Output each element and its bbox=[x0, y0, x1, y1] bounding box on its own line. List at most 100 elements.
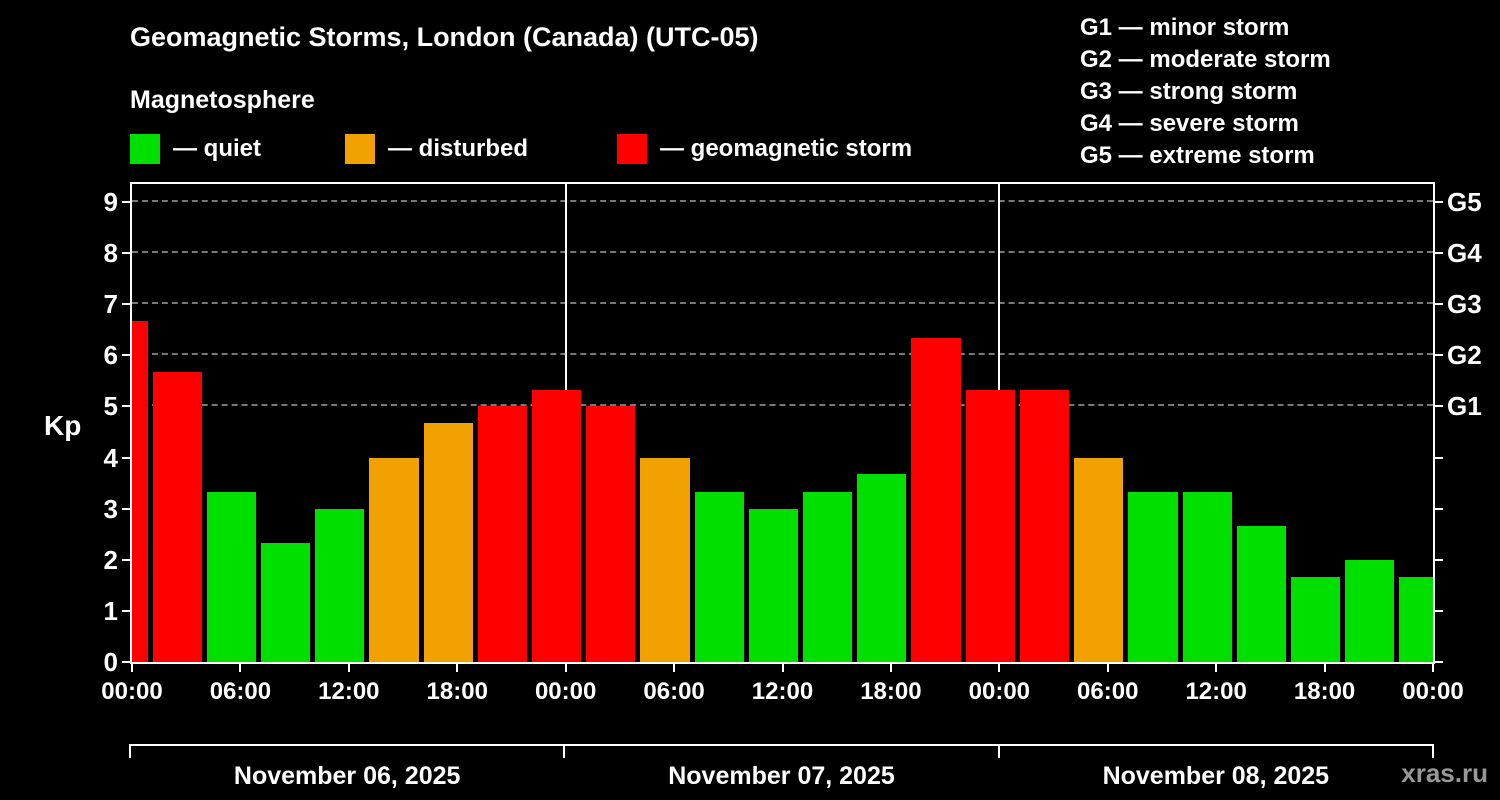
x-axis-tick bbox=[781, 662, 784, 672]
kp-bar bbox=[586, 406, 636, 662]
kp-bar bbox=[1399, 576, 1433, 662]
y-axis-tick bbox=[122, 303, 132, 306]
g1-legend-line: G1 — minor storm bbox=[1080, 14, 1290, 41]
legend-item-storm: — geomagnetic storm bbox=[617, 132, 912, 166]
x-axis-tick-label: 18:00 bbox=[426, 678, 488, 705]
y-axis-tick-label: 9 bbox=[103, 186, 118, 217]
y-axis-tick-label: 7 bbox=[103, 289, 118, 320]
y-axis-tick bbox=[122, 661, 132, 663]
x-axis-tick-label: 00:00 bbox=[1402, 678, 1464, 705]
y-axis-tick-label: 8 bbox=[103, 238, 118, 269]
x-axis-tick bbox=[131, 662, 133, 672]
magnetosphere-label: Magnetosphere bbox=[130, 86, 315, 114]
kp-bar bbox=[369, 457, 419, 662]
x-axis-tick bbox=[347, 662, 350, 672]
g-level-label-g5: G5 bbox=[1447, 186, 1482, 217]
date-axis-tick bbox=[1432, 744, 1434, 758]
x-axis-tick-label: 12:00 bbox=[1185, 678, 1247, 705]
kp-bar bbox=[1074, 457, 1124, 662]
kp-bar bbox=[911, 338, 961, 662]
x-axis-tick bbox=[1323, 662, 1326, 672]
legend-label-storm: — geomagnetic storm bbox=[660, 135, 913, 162]
x-axis-tick-label: 00:00 bbox=[968, 678, 1031, 705]
kp-bar bbox=[1019, 389, 1070, 662]
x-axis-tick bbox=[1432, 662, 1434, 672]
date-axis-tick bbox=[563, 744, 566, 758]
x-axis-tick bbox=[673, 662, 676, 672]
date-axis-tick bbox=[129, 744, 131, 758]
kp-bar bbox=[1290, 576, 1341, 662]
y-axis-tick-label: 6 bbox=[103, 340, 118, 371]
kp-bar bbox=[694, 491, 744, 662]
gridline-kp6 bbox=[132, 353, 1433, 356]
g3-legend-line: G3 — strong storm bbox=[1080, 78, 1298, 105]
x-axis-tick bbox=[998, 662, 1001, 672]
x-axis-tick-label: 18:00 bbox=[860, 678, 922, 705]
y-axis-tick bbox=[122, 405, 132, 408]
g-level-label-g3: G3 bbox=[1447, 289, 1482, 320]
g-level-label-g4: G4 bbox=[1447, 238, 1482, 269]
kp-bar bbox=[423, 423, 473, 662]
y-axis-tick-right bbox=[1433, 456, 1443, 459]
legend-label-quiet: — quiet bbox=[173, 135, 261, 162]
kp-bar bbox=[1345, 559, 1395, 662]
legend-item-disturbed: — disturbed bbox=[345, 132, 528, 166]
gridline-kp7 bbox=[132, 302, 1433, 305]
g-scale-legend: G1 — minor storm G2 — moderate storm G3 … bbox=[1080, 12, 1331, 172]
x-axis-tick-label: 00:00 bbox=[534, 678, 597, 705]
y-axis-tick-right bbox=[1433, 661, 1443, 663]
legend-label-disturbed: — disturbed bbox=[388, 135, 529, 162]
kp-bar bbox=[260, 542, 311, 662]
x-axis-tick bbox=[456, 662, 459, 672]
y-axis-title: Kp bbox=[44, 410, 82, 441]
kp-bar bbox=[1128, 491, 1178, 662]
xras-watermark: xras.ru bbox=[1401, 758, 1488, 788]
date-axis-line bbox=[130, 744, 1433, 746]
x-axis-tick bbox=[239, 662, 242, 672]
kp-bar bbox=[315, 508, 365, 662]
storm-color-swatch bbox=[617, 134, 647, 164]
x-axis-tick-label: 06:00 bbox=[1077, 678, 1139, 705]
kp-bar bbox=[1182, 491, 1232, 662]
kp-bar bbox=[1236, 525, 1286, 662]
gridline-kp5 bbox=[132, 404, 1433, 407]
y-axis-tick-label: 1 bbox=[103, 595, 118, 626]
y-axis-tick-label: 4 bbox=[103, 442, 118, 473]
g2-legend-line: G2 — moderate storm bbox=[1080, 46, 1331, 73]
date-label: November 07, 2025 bbox=[668, 762, 895, 790]
x-axis-tick-label: 06:00 bbox=[643, 678, 705, 705]
y-axis-tick-right bbox=[1433, 303, 1443, 306]
kp-bar bbox=[132, 321, 148, 662]
kp-bar bbox=[748, 508, 799, 662]
disturbed-color-swatch bbox=[345, 134, 375, 164]
x-axis-tick bbox=[889, 662, 892, 672]
y-axis-tick-label: 0 bbox=[103, 647, 118, 677]
y-axis-tick-label: 2 bbox=[103, 544, 118, 575]
date-axis-tick bbox=[997, 744, 1000, 758]
x-axis-tick-label: 18:00 bbox=[1293, 678, 1356, 705]
kp-bar-chart: 0 1 2 3 4 5 6 7 8 9 G1 G2 G3 G4 G5 00:00 06:00 12:00 18:00… bbox=[101, 182, 1482, 705]
x-axis-tick-label: 06:00 bbox=[209, 678, 272, 705]
x-axis-tick bbox=[1215, 662, 1218, 672]
x-axis-tick-label: 12:00 bbox=[751, 678, 814, 705]
y-axis-tick-label: 3 bbox=[103, 493, 118, 524]
y-axis-tick-right bbox=[1433, 200, 1443, 203]
x-axis-tick-label: 12:00 bbox=[318, 678, 380, 705]
y-axis-tick-right bbox=[1433, 609, 1443, 612]
date-label: November 08, 2025 bbox=[1102, 762, 1330, 790]
y-axis-tick bbox=[122, 456, 132, 459]
x-axis-tick bbox=[564, 662, 567, 672]
g-level-label-g1: G1 bbox=[1447, 391, 1482, 422]
legend-item-quiet: — quiet bbox=[130, 132, 261, 166]
y-axis-tick-right bbox=[1433, 405, 1443, 408]
page-title: Geomagnetic Storms, London (Canada) (UTC… bbox=[130, 22, 759, 52]
y-axis-tick-label: 5 bbox=[103, 391, 118, 422]
y-axis-tick bbox=[122, 507, 132, 510]
y-axis-tick bbox=[122, 252, 132, 255]
g4-legend-line: G4 — severe storm bbox=[1080, 110, 1299, 137]
kp-bar bbox=[477, 406, 528, 662]
y-axis-tick bbox=[122, 558, 132, 561]
y-axis-tick-right bbox=[1433, 558, 1443, 561]
quiet-color-swatch bbox=[130, 134, 160, 164]
kp-bar bbox=[532, 389, 582, 662]
